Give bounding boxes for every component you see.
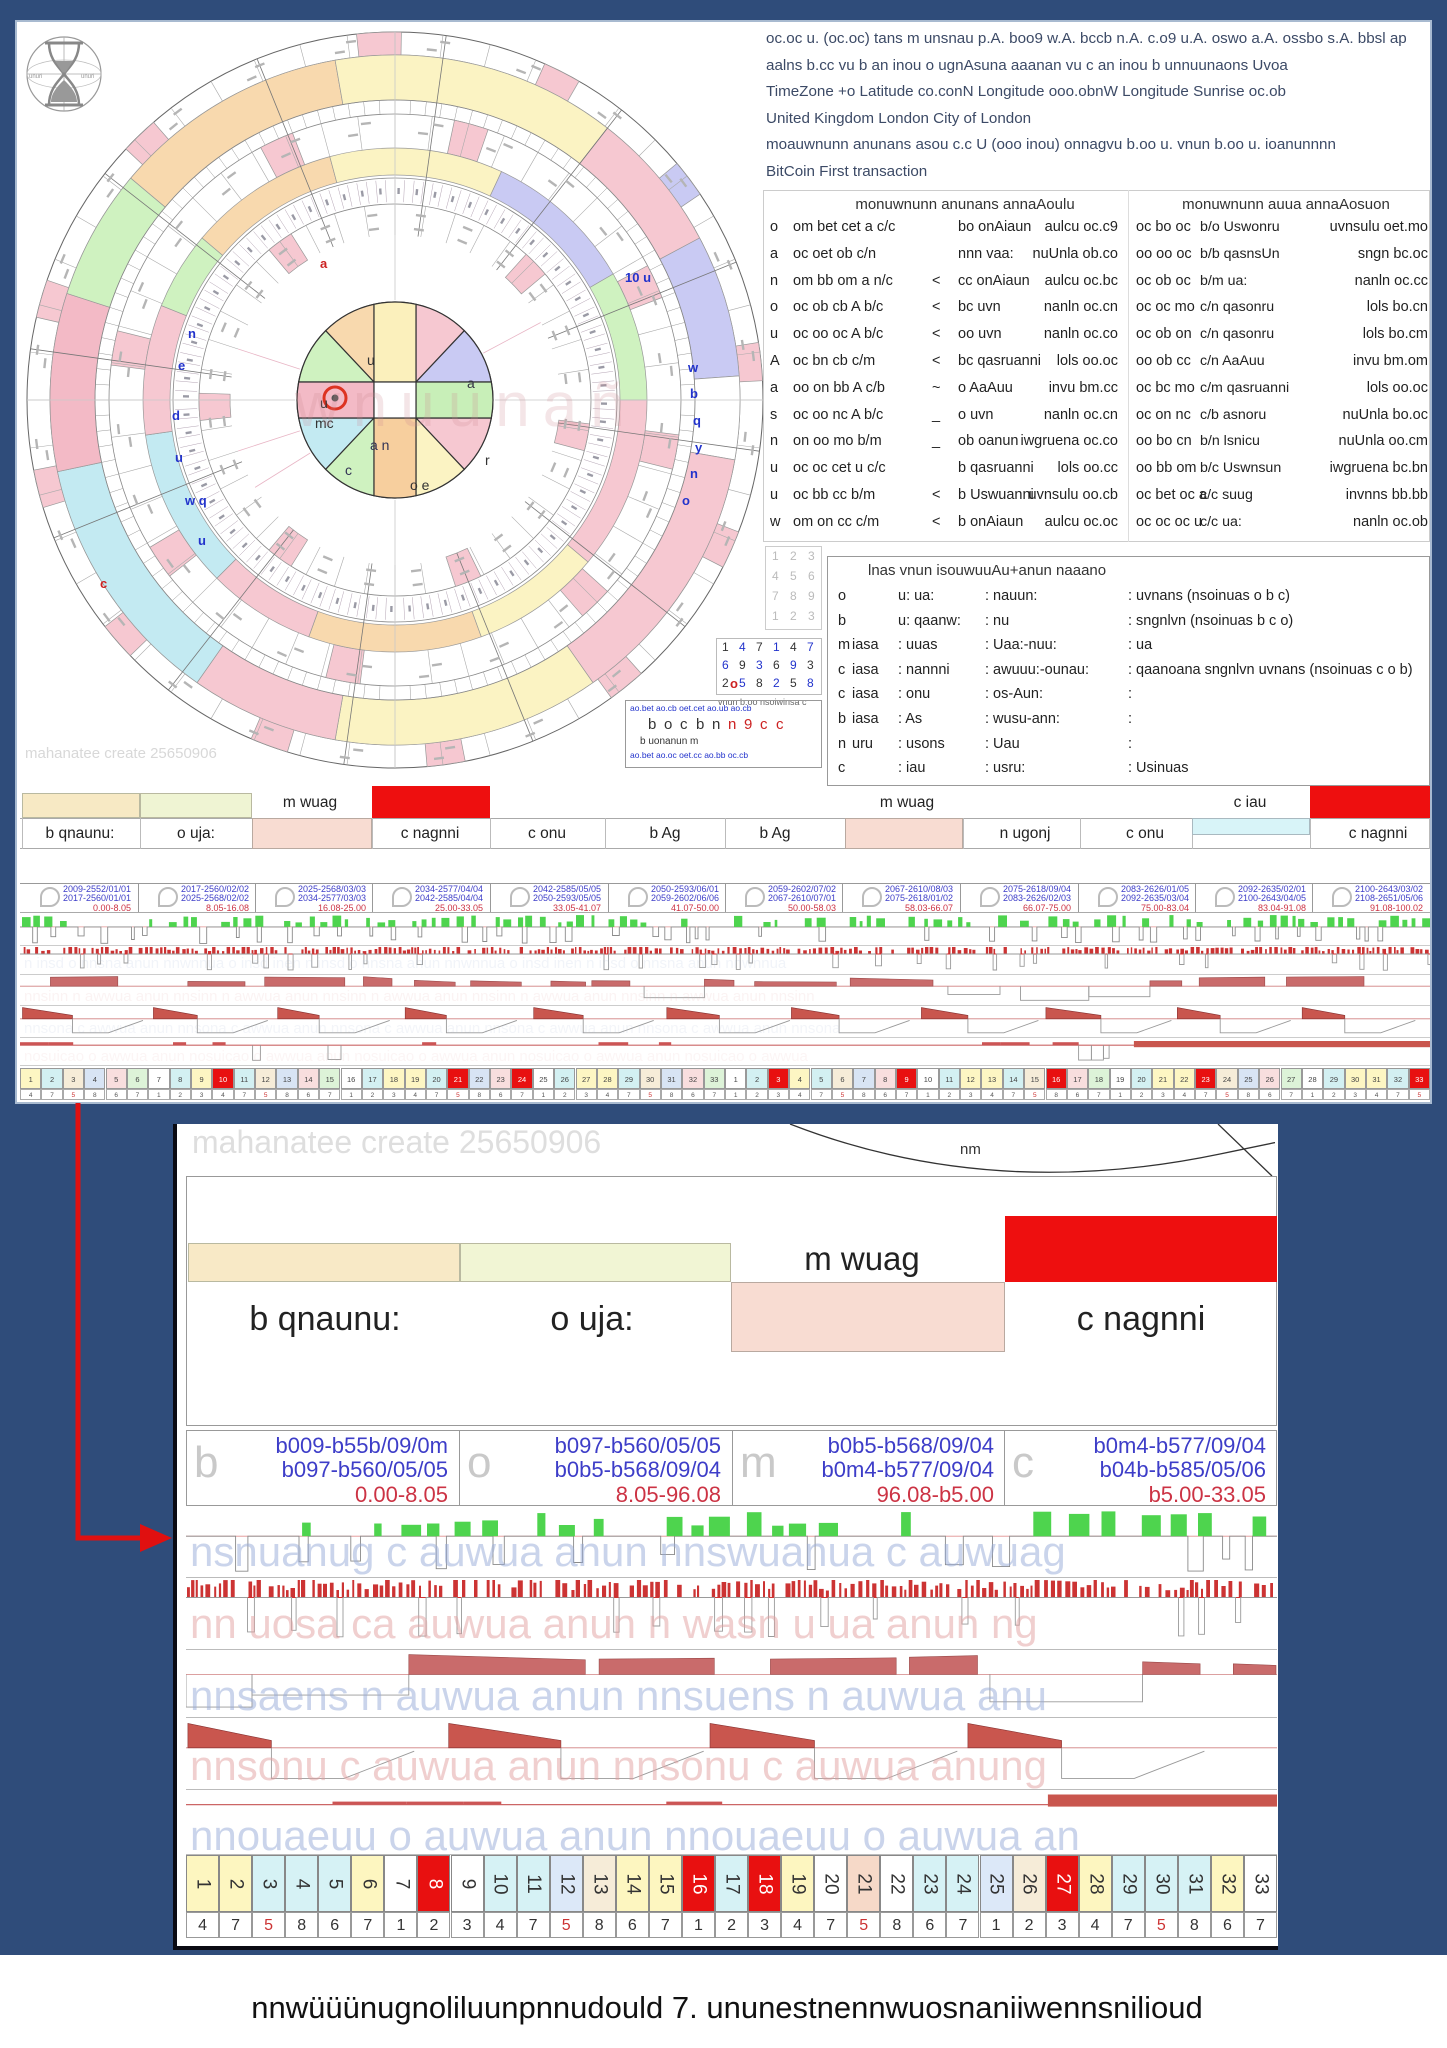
svg-text:u: u (367, 352, 375, 368)
svg-text:c: c (100, 576, 107, 591)
svg-text:unuri: unuri (81, 74, 94, 80)
svg-text:mc: mc (315, 415, 334, 431)
svg-text:w q: w q (184, 493, 207, 508)
svg-text:o: o (730, 676, 738, 691)
svg-text:w: w (687, 360, 699, 375)
svg-text:unuri: unuri (29, 74, 42, 80)
svg-text:o e: o e (410, 477, 430, 493)
svg-text:r: r (485, 452, 490, 468)
svg-text:o: o (682, 493, 690, 508)
svg-text:u: u (175, 450, 183, 465)
svg-text:u: u (198, 533, 206, 548)
svg-text:wnuunañ: wnuunañ (294, 371, 638, 440)
svg-text:d: d (172, 408, 180, 423)
svg-text:u: u (320, 395, 328, 411)
svg-text:n: n (690, 466, 698, 481)
svg-text:a: a (467, 375, 475, 391)
svg-text:a: a (320, 256, 328, 271)
svg-text:e: e (178, 358, 185, 373)
svg-text:a n: a n (370, 437, 389, 453)
svg-text:10 u: 10 u (625, 270, 651, 285)
svg-text:y: y (695, 440, 703, 455)
svg-text:b: b (690, 386, 698, 401)
svg-text:nm: nm (960, 1141, 981, 1158)
svg-text:n: n (188, 326, 196, 341)
svg-text:q: q (693, 413, 701, 428)
svg-text:c: c (345, 462, 352, 478)
